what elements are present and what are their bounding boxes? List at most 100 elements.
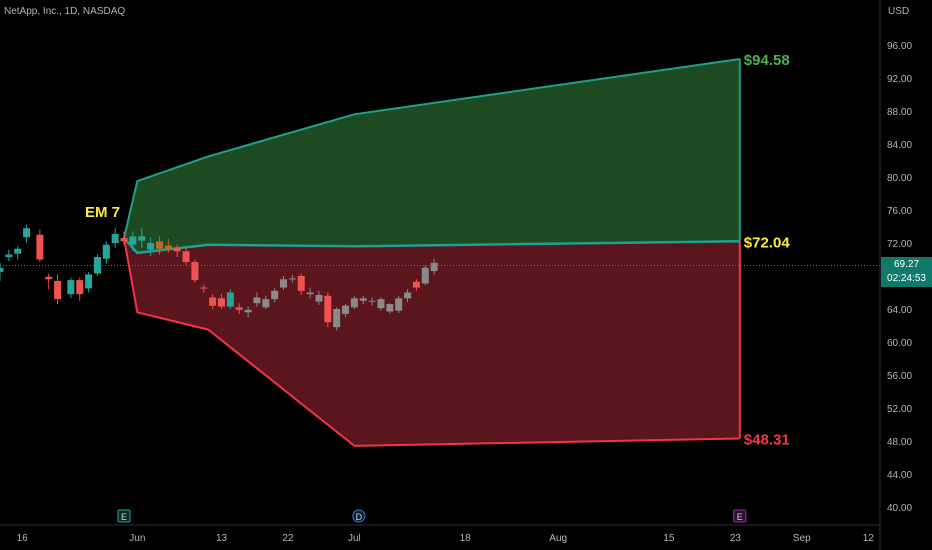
candle-body <box>76 280 84 295</box>
candle <box>182 247 190 266</box>
earnings-marker-icon[interactable]: E <box>117 509 131 523</box>
candle <box>297 273 305 295</box>
x-tick-label: Aug <box>549 533 567 544</box>
candle <box>155 236 163 255</box>
candle-body <box>147 243 155 250</box>
y-tick-label: 64.00 <box>887 305 912 316</box>
candle <box>386 303 394 314</box>
dividend-marker-shape <box>352 509 366 523</box>
event-marker-glyph: E <box>121 512 127 522</box>
upper-range-line <box>123 58 740 239</box>
candle-body <box>93 257 101 274</box>
candle-body <box>430 262 438 272</box>
earnings-marker-icon[interactable]: E <box>733 509 747 523</box>
candle-body <box>288 278 296 280</box>
currency-label: USD <box>888 6 910 17</box>
y-tick-label: 60.00 <box>887 338 912 349</box>
x-tick-label: 23 <box>730 533 742 544</box>
y-tick-label: 40.00 <box>887 503 912 514</box>
candle-body <box>315 294 323 302</box>
candle-body <box>191 261 199 281</box>
x-tick-label: Sep <box>793 533 811 544</box>
candle-body <box>235 307 243 310</box>
candle <box>0 262 4 281</box>
candle <box>226 289 234 309</box>
candle <box>191 259 199 283</box>
candle-body <box>5 254 13 258</box>
y-tick-label: 80.00 <box>887 173 912 184</box>
x-tick-label: Jul <box>348 533 361 544</box>
candle <box>412 279 420 291</box>
candle <box>93 254 101 276</box>
candle-body <box>23 228 31 238</box>
level-label: $48.31 <box>744 432 790 449</box>
candle-body <box>350 298 358 308</box>
lower-range-fill <box>124 238 740 446</box>
candle <box>430 258 438 275</box>
candle <box>395 295 403 314</box>
candle-body <box>386 304 394 312</box>
candle <box>280 276 288 291</box>
candle-body <box>36 234 44 260</box>
candle <box>421 265 429 286</box>
y-tick-label: 96.00 <box>887 41 912 52</box>
candle <box>76 277 84 301</box>
candle-body <box>421 267 429 284</box>
candle <box>129 231 137 252</box>
y-tick-label: 48.00 <box>887 437 912 448</box>
candle-body <box>102 244 110 259</box>
x-tick-label: 18 <box>460 533 472 544</box>
candle-body <box>253 297 261 304</box>
candle-body <box>85 274 93 289</box>
candlestick-series <box>0 224 438 331</box>
event-marker-glyph: D <box>356 512 363 522</box>
candle <box>306 287 314 299</box>
candle <box>173 244 181 258</box>
x-axis-ticks: 16 Jun 13 22 Jul 18 Aug 15 23 Sep 12 <box>17 533 875 544</box>
symbol-header[interactable]: NetApp, Inc., 1D, NASDAQ <box>4 6 126 17</box>
earnings-marker-shape <box>733 509 747 523</box>
candle <box>288 275 296 283</box>
candle-body <box>395 298 403 311</box>
candle <box>333 307 341 331</box>
event-marker-glyph: E <box>737 512 743 522</box>
y-tick-label: 84.00 <box>887 140 912 151</box>
candle <box>324 292 332 328</box>
candle <box>5 249 13 262</box>
x-tick-label: 22 <box>282 533 294 544</box>
candle <box>200 285 208 293</box>
bar-countdown: 02:24:53 <box>887 272 926 284</box>
x-tick-label: 16 <box>17 533 29 544</box>
level-label: $72.04 <box>744 234 791 251</box>
candle <box>315 290 323 305</box>
candle <box>271 288 279 303</box>
candle-body <box>0 267 4 272</box>
last-price-value: 69.27 <box>893 258 920 270</box>
candle-body <box>67 280 75 295</box>
last-price-tag: 69.27 02:24:53 <box>881 256 932 287</box>
candle <box>85 271 93 293</box>
level-labels: $94.58 $72.04 $48.31 EM 7 <box>85 52 791 449</box>
y-tick-label: 44.00 <box>887 470 912 481</box>
candle <box>253 292 261 307</box>
candle <box>218 294 225 309</box>
candle-body <box>173 247 181 252</box>
candle-body <box>164 245 172 250</box>
candle-body <box>297 276 305 291</box>
upper-range-fill <box>124 59 740 253</box>
expected-move-bands <box>123 58 741 447</box>
candle-body <box>280 279 288 288</box>
candle <box>120 231 128 245</box>
candle-body <box>226 292 234 307</box>
candle-body <box>138 236 146 241</box>
candle <box>209 294 217 309</box>
dividend-marker-icon[interactable]: D <box>352 509 366 523</box>
candle-body <box>333 309 341 328</box>
candle-body <box>368 300 376 302</box>
x-tick-label: 12 <box>863 533 875 544</box>
candle-body <box>200 287 208 289</box>
candle-body <box>54 280 62 300</box>
lower-range-line <box>123 237 740 447</box>
